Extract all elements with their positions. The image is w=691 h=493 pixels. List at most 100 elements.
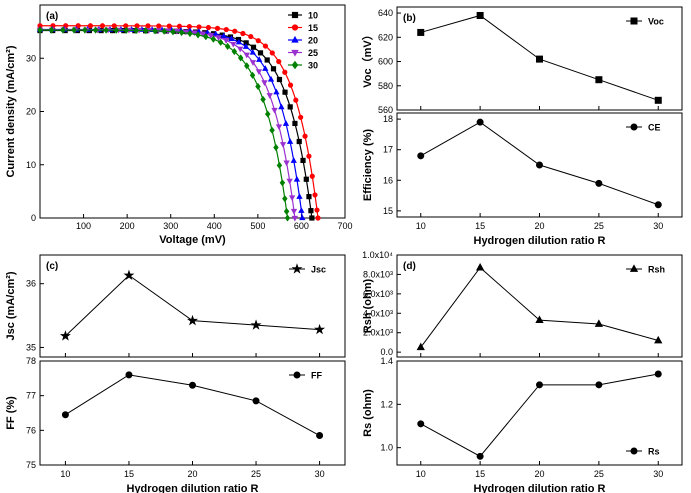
jv-point — [243, 52, 250, 59]
legend-label: Rsh — [648, 265, 665, 275]
jv-point — [220, 32, 227, 39]
jv-point — [230, 41, 237, 48]
jv-point — [248, 33, 254, 40]
jv-series-30 — [37, 26, 291, 222]
jv-point — [195, 31, 201, 39]
jv-point — [249, 60, 257, 66]
jv-point — [282, 120, 290, 126]
jv-point — [288, 195, 296, 202]
jv-point — [82, 26, 88, 34]
jv-point — [282, 89, 288, 95]
legend-label: Voc — [648, 17, 664, 27]
panel-a-xtick-label: 500 — [250, 221, 265, 231]
jv-point — [249, 48, 256, 55]
jv-point — [255, 82, 261, 91]
jv-point — [113, 26, 120, 34]
panel-a-ytick-label: 10 — [26, 160, 36, 170]
panel-d1-ytick-label: 0.0 — [380, 347, 393, 357]
panel-b2-xlabel: Hydrogen dilution ratio R — [474, 235, 606, 247]
panel-a-xlabel: Voltage (mV) — [159, 234, 226, 246]
legend-label: 25 — [308, 48, 318, 58]
legend-label: 20 — [308, 36, 318, 46]
panel-d1-point — [535, 315, 544, 323]
jv-point — [278, 103, 285, 110]
jv-point — [99, 23, 106, 29]
panel-c1-ytick-label: 35 — [26, 342, 36, 352]
panel-b2-xtick-label: 15 — [475, 221, 485, 231]
panel-c1-point — [59, 330, 71, 341]
panel-b1-point — [536, 55, 543, 63]
panel-b1: 560 580 600 620 640 Voc（mV） (b) Voc — [361, 6, 683, 115]
panel-d2-ytick-label: 1.4 — [380, 356, 393, 366]
jv-point — [298, 207, 305, 213]
jv-point — [182, 29, 189, 36]
panel-c2-xtick-label: 25 — [251, 469, 261, 479]
jv-point — [92, 26, 99, 34]
legend-label: 15 — [308, 23, 318, 33]
panel-d2-ytick-label: 1.0 — [380, 443, 393, 453]
panel-c1-point — [123, 269, 135, 281]
panel-a-ytick-label: 0 — [31, 213, 36, 223]
panel-d1-point — [416, 342, 425, 351]
panel-a-xtick-label: 600 — [294, 221, 309, 231]
legend-label: FF — [311, 371, 322, 381]
panel-b1-point — [595, 76, 603, 84]
jv-point — [293, 97, 299, 103]
panel-b1-ytick-label: 560 — [378, 105, 393, 115]
jv-point — [210, 35, 217, 43]
legend-marker — [630, 123, 638, 131]
jv-point — [237, 54, 244, 62]
jv-point — [231, 48, 238, 56]
jv-point — [267, 75, 275, 82]
jv-point — [314, 207, 320, 213]
legend-marker — [291, 60, 299, 70]
panel-c2-legend: FF — [289, 371, 322, 381]
jv-series-10 — [37, 27, 315, 221]
jv-point — [308, 208, 314, 214]
panel-d2-point — [536, 381, 543, 389]
legend-label: Jsc — [311, 265, 326, 275]
jv-curve-20 — [40, 28, 303, 219]
jv-point — [287, 104, 293, 110]
panel-b2-point — [417, 152, 425, 160]
panel-a-xtick-label: 700 — [337, 221, 352, 231]
panel-b2-ytick-label: 18 — [383, 114, 393, 124]
jv-point — [103, 26, 109, 34]
jv-point — [176, 23, 183, 29]
jv-point — [156, 23, 162, 29]
jv-point — [266, 93, 273, 99]
panel-d2-point — [417, 420, 425, 428]
jv-point — [111, 23, 117, 29]
panel-b1-label: (b) — [403, 13, 416, 24]
panel-c2-ylabel: FF (%) — [5, 396, 17, 430]
jv-point — [276, 161, 283, 169]
jv-point — [215, 35, 222, 42]
panel-d1-line — [420, 266, 659, 348]
panel-c1-label: (c) — [46, 261, 58, 272]
panel-b2-point — [536, 161, 543, 169]
jv-point — [312, 192, 318, 198]
panel-d2-point — [654, 370, 662, 378]
legend-label: 10 — [308, 11, 318, 21]
panel-c2-ytick-label: 75 — [26, 460, 36, 470]
jv-point — [37, 26, 43, 34]
jv-point — [276, 76, 283, 83]
jv-series-20 — [36, 25, 306, 221]
panel-a-xtick-label: 400 — [207, 221, 222, 231]
panel-d1-frame — [396, 254, 683, 358]
jv-point — [270, 66, 277, 72]
panel-b2-point — [476, 118, 484, 126]
panel-c2-xtick-label: 30 — [315, 469, 325, 479]
jv-point — [217, 38, 224, 46]
jv-point — [309, 215, 315, 221]
panel-a: 100 200 300 400 500 600 700 0 10 20 30 Voltage (mV)… — [5, 4, 353, 246]
jv-point — [269, 126, 275, 134]
jv-point — [235, 38, 243, 45]
legend-entry-10: 10 — [288, 11, 318, 21]
jv-point — [244, 62, 250, 70]
jv-point — [279, 179, 286, 187]
jv-point — [271, 107, 278, 114]
panel-b2-ytick-label: 17 — [383, 145, 393, 155]
jv-point — [302, 133, 308, 139]
